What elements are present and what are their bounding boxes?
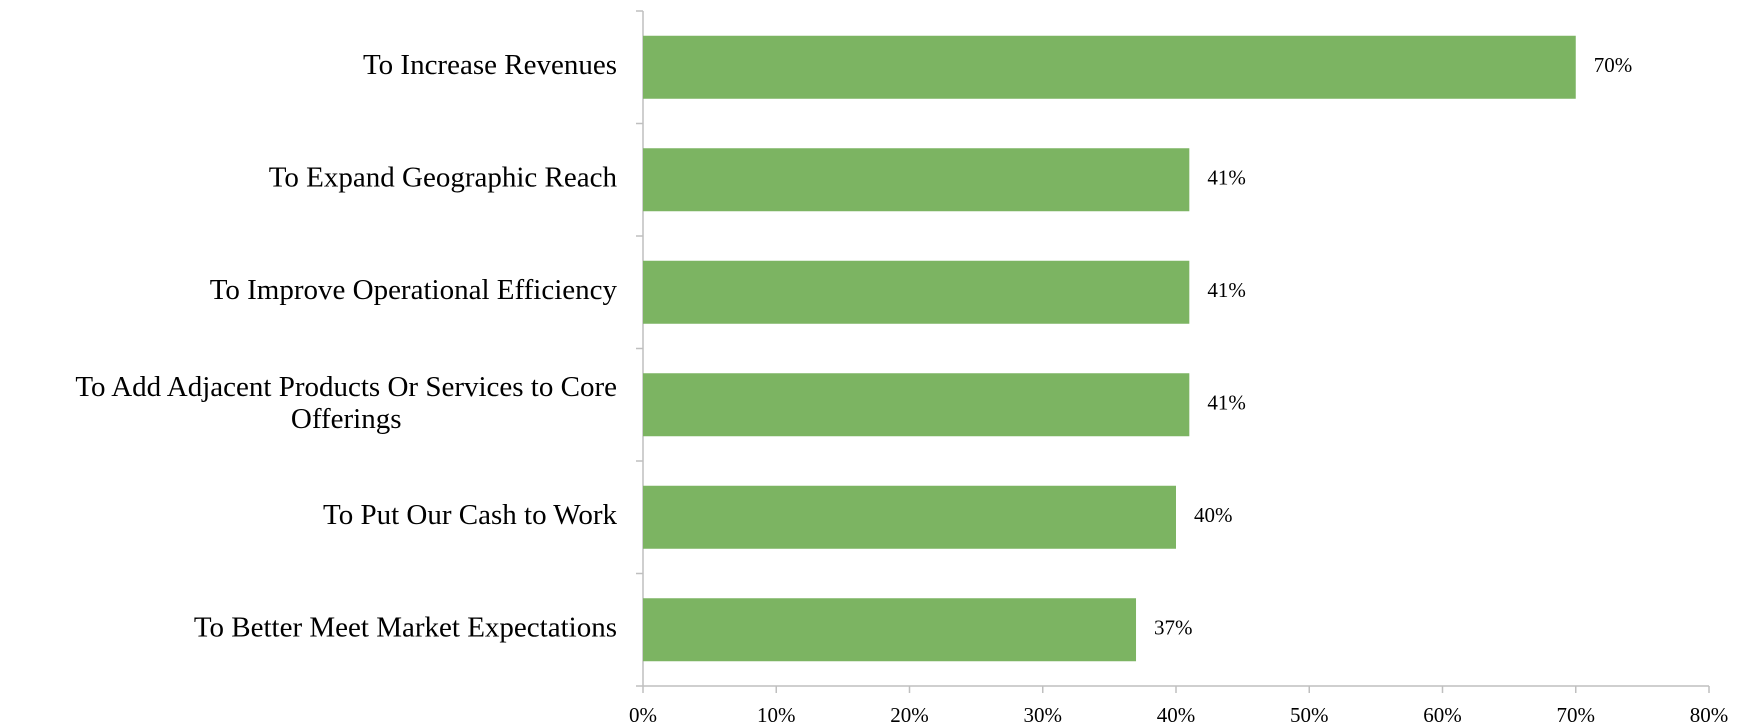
value-label: 41% [1207,166,1246,190]
bar [643,598,1137,662]
x-tick-label: 30% [1024,703,1063,725]
value-label: 70% [1594,53,1633,77]
x-tick-label: 60% [1423,703,1462,725]
category-label: To Add Adjacent Products Or Services to … [75,370,617,434]
value-label: 41% [1207,391,1246,415]
x-tick-label: 10% [757,703,796,725]
x-tick-label: 20% [890,703,929,725]
category-label: To Better Meet Market Expectations [194,611,617,643]
category-label: To Put Our Cash to Work [323,499,617,531]
x-tick-label: 70% [1557,703,1596,725]
bar [643,260,1190,324]
bar [643,373,1190,437]
x-tick-label: 50% [1290,703,1329,725]
bar [643,485,1176,549]
x-tick-label: 80% [1690,703,1729,725]
bar [643,148,1190,212]
x-tick-label: 40% [1157,703,1196,725]
value-label: 40% [1194,503,1233,527]
value-label: 37% [1154,616,1193,640]
x-tick-label: 0% [629,703,657,725]
category-label: To Increase Revenues [363,49,617,81]
category-label: To Expand Geographic Reach [269,161,618,193]
bar [643,35,1576,99]
value-label: 41% [1207,278,1246,302]
category-label: To Improve Operational Efficiency [210,274,618,306]
